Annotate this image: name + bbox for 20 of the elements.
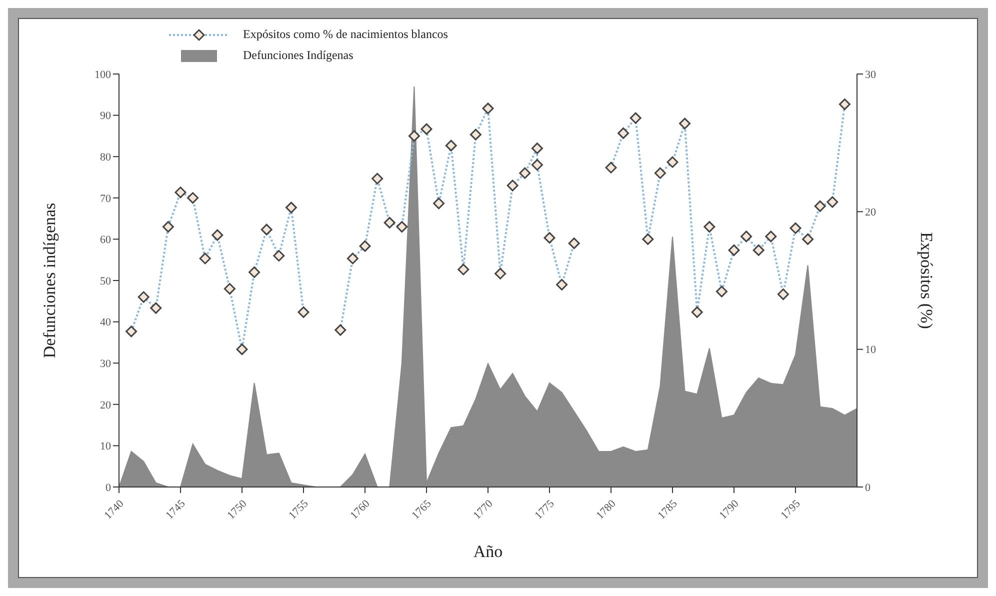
y-tick-label: 30 — [100, 358, 112, 370]
y-tick-label: 90 — [100, 110, 112, 122]
y2-tick-label: 30 — [865, 68, 876, 81]
y-axis-title: Defunciones indígenas — [40, 202, 60, 358]
y-tick-label: 10 — [100, 440, 112, 453]
y-tick-label: 70 — [100, 192, 112, 205]
y-tick-label: 50 — [100, 275, 112, 288]
y2-axis-title: Expósitos (%) — [916, 232, 936, 329]
y2-tick-label: 0 — [865, 482, 871, 494]
y-tick-label: 80 — [100, 152, 112, 164]
y2-tick-label: 20 — [865, 206, 876, 219]
y2-tick-label: 10 — [865, 344, 876, 356]
x-axis-title: Año — [473, 542, 503, 561]
y-tick-label: 100 — [94, 68, 112, 81]
y-tick-label: 0 — [106, 482, 112, 494]
y-tick-label: 60 — [100, 234, 112, 246]
y-tick-label: 20 — [100, 399, 112, 412]
y-tick-label: 40 — [100, 316, 112, 329]
legend-label: Expósitos como % de nacimientos blancos — [243, 27, 448, 42]
legend-label: Defunciones Indígenas — [243, 48, 354, 63]
